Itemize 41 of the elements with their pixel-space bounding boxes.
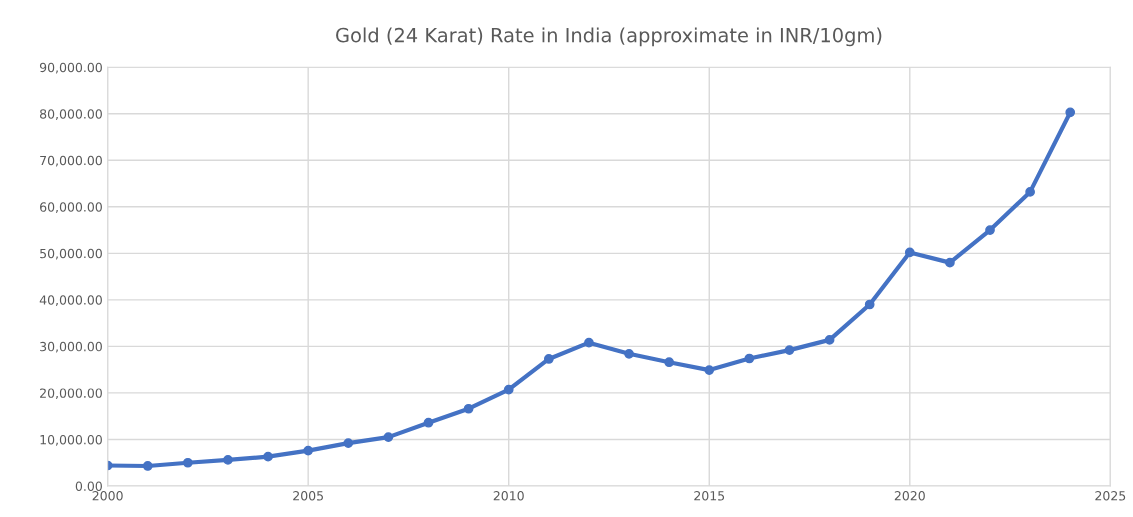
y-tick-label: 20,000.00 — [40, 388, 102, 400]
x-tick-label: 2025 — [1095, 491, 1126, 501]
point — [864, 299, 875, 310]
y-tick-label: 80,000.00 — [40, 109, 102, 120]
x-tick-label: 2020 — [894, 491, 925, 501]
point — [985, 225, 995, 235]
point — [624, 348, 634, 359]
point — [1025, 187, 1035, 197]
point — [704, 365, 715, 375]
point — [1065, 107, 1076, 118]
x-tick-label: 2015 — [694, 491, 725, 501]
y-tick-label: 90,000.00 — [39, 62, 102, 74]
y-tick-label: 0.00 — [75, 481, 102, 491]
point — [423, 417, 434, 428]
chart-title: Gold (24 Karat) Rate in India (approximate in INR/10gm) — [336, 27, 882, 47]
point — [182, 457, 193, 468]
x-tick-label: 2010 — [493, 491, 524, 501]
point — [744, 353, 755, 364]
point — [303, 445, 314, 456]
point — [584, 337, 594, 348]
y-tick-label: 70,000.00 — [40, 155, 102, 167]
point — [263, 451, 273, 462]
point — [543, 354, 554, 364]
x-tick-label: 2000 — [92, 491, 123, 501]
point — [824, 335, 835, 345]
y-tick-label: 50,000.00 — [40, 248, 102, 260]
y-tick-label: 40,000.00 — [39, 295, 102, 307]
point — [503, 384, 514, 395]
point — [664, 357, 675, 368]
point — [904, 247, 915, 258]
x-tick-label: 2005 — [293, 491, 323, 501]
point — [463, 403, 474, 414]
y-tick-label: 30,000.00 — [40, 341, 102, 353]
y-tick-label: 10,000.00 — [40, 434, 102, 446]
point — [142, 461, 153, 471]
point — [383, 432, 394, 442]
point — [784, 345, 795, 355]
point — [343, 438, 354, 449]
y-tick-label: 60,000.00 — [40, 202, 102, 213]
point — [945, 257, 955, 268]
point — [223, 455, 233, 465]
